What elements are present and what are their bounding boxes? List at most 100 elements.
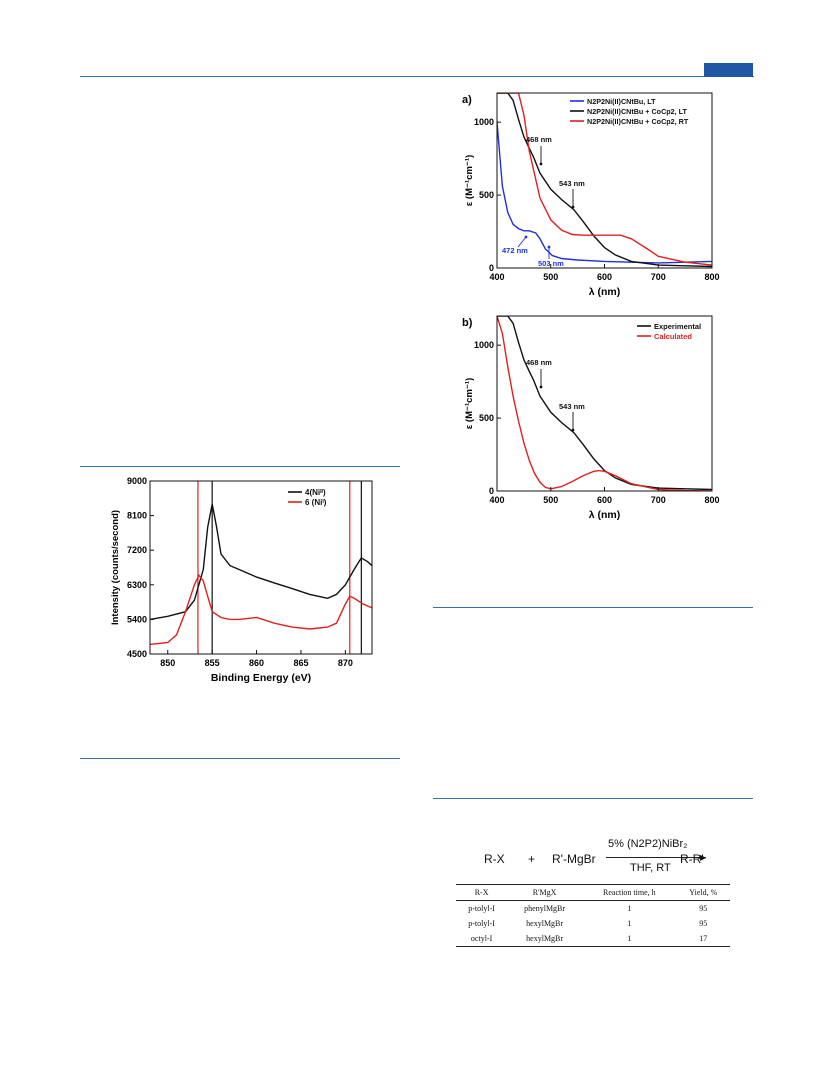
caption-rule-left xyxy=(80,758,400,759)
series-line-2 xyxy=(150,573,372,646)
y-tick-label: 6300 xyxy=(127,580,147,590)
cell: 95 xyxy=(699,904,708,913)
y-axis-label: ε (M⁻¹cm⁻¹) xyxy=(464,378,475,429)
y-axis-label: ε (M⁻¹cm⁻¹) xyxy=(464,155,475,206)
legend-entry: Calculated xyxy=(654,332,692,341)
y-tick-label: 7200 xyxy=(127,545,147,555)
header-reaction-time: Reaction time, h xyxy=(603,888,656,897)
cell: 17 xyxy=(699,934,708,943)
y-tick-label: 4500 xyxy=(127,649,147,659)
page-tab-marker xyxy=(704,63,753,77)
y-tick-label: 500 xyxy=(479,190,494,200)
panel-label: a) xyxy=(462,94,472,106)
series-line-3 xyxy=(497,93,712,266)
panel-label: b) xyxy=(462,317,473,329)
x-tick-label: 855 xyxy=(205,658,220,668)
x-tick-label: 500 xyxy=(543,495,558,505)
reactant-grignard: R'-MgBr xyxy=(552,852,596,866)
series-line-2 xyxy=(497,316,712,491)
x-tick-label: 700 xyxy=(651,272,666,282)
peak-annotation: 543 nm xyxy=(559,402,585,411)
legend-entry: N2P2Ni(II)CNtBu, LT xyxy=(587,97,656,106)
reaction-arrow xyxy=(606,857,706,858)
reaction-scheme: R-X + R'-MgBr 5% (N2P2)NiBr₂ ▶ THF, RT R… xyxy=(456,838,731,878)
cell: 95 xyxy=(699,919,708,928)
annotation-arrowhead xyxy=(571,428,575,432)
annotation-arrowhead xyxy=(547,245,551,249)
cell: p-tolyl-I xyxy=(468,904,495,913)
x-axis-label: λ (nm) xyxy=(589,286,621,298)
series-line-1 xyxy=(150,503,372,621)
header-rule xyxy=(80,76,754,77)
cell: 1 xyxy=(627,904,632,913)
peak-annotation: 468 nm xyxy=(526,358,552,367)
legend-entry: N2P2Ni(II)CNtBu + CoCp2, LT xyxy=(587,107,688,116)
reaction-arrowhead: ▶ xyxy=(700,853,707,862)
y-tick-label: 500 xyxy=(479,413,494,423)
annotation-arrowhead xyxy=(539,385,543,389)
peak-annotation: 468 nm xyxy=(526,135,552,144)
series-line-1 xyxy=(497,122,712,264)
cell: hexylMgBr xyxy=(526,934,564,943)
cell: 1 xyxy=(627,919,632,928)
x-tick-label: 400 xyxy=(489,495,504,505)
annotation-arrowhead xyxy=(539,162,543,166)
y-tick-label: 1000 xyxy=(474,117,494,127)
cell: 1 xyxy=(627,934,632,943)
annotation-arrow xyxy=(517,236,527,248)
series-line-1 xyxy=(497,316,712,491)
x-tick-label: 800 xyxy=(704,495,719,505)
uv-vis-chart-b: 400 500 600 700 800 0 500 1000 λ (nm) ε (M⁻¹cm⁻¹)… xyxy=(462,315,720,521)
legend-entry: Experimental xyxy=(654,322,701,331)
cell: phenylMgBr xyxy=(524,904,566,913)
cell: p-tolyl-I xyxy=(468,919,495,928)
caption-rule-right xyxy=(433,607,753,608)
peak-annotation: 503 nm xyxy=(538,259,564,268)
header-rmgx: R'MgX xyxy=(532,888,557,897)
x-tick-label: 850 xyxy=(160,658,175,668)
y-tick-label: 1000 xyxy=(474,340,494,350)
annotation-arrowhead xyxy=(571,205,575,209)
xps-chart: 850 855 860 865 870 4500 5400 6300 7200 8100 9000 B… xyxy=(110,476,373,684)
cell: hexylMgBr xyxy=(526,919,564,928)
header-rx: R-X xyxy=(474,888,489,897)
y-axis-label: Intensity (counts/second) xyxy=(110,510,121,625)
y-tick-label: 0 xyxy=(489,486,494,496)
series-line-2 xyxy=(497,93,712,268)
x-tick-label: 400 xyxy=(489,272,504,282)
header-yield: Yield, % xyxy=(689,888,718,897)
x-tick-label: 860 xyxy=(249,658,264,668)
catalyst-label: 5% (N2P2)NiBr₂ xyxy=(608,838,688,850)
table-row: octyl-I hexylMgBr 1 17 xyxy=(456,931,730,947)
y-tick-label: 8100 xyxy=(127,511,147,521)
x-tick-label: 865 xyxy=(293,658,308,668)
product-text: R-R' xyxy=(680,852,704,866)
y-tick-label: 9000 xyxy=(127,476,147,486)
legend-entry: 6 (Niᴵ) xyxy=(305,498,327,507)
table-rule xyxy=(433,798,753,799)
y-tick-label: 0 xyxy=(489,263,494,273)
legend-entry: N2P2Ni(II)CNtBu + CoCp2, RT xyxy=(587,117,689,126)
x-tick-label: 700 xyxy=(651,495,666,505)
results-table: R-X R'MgX Reaction time, h Yield, % p-to… xyxy=(456,884,730,947)
x-tick-label: 600 xyxy=(597,495,612,505)
uv-vis-chart-a: 400 500 600 700 800 0 500 1000 λ (nm) ε (M⁻¹cm⁻¹)… xyxy=(462,92,720,298)
conditions-label: THF, RT xyxy=(630,862,671,874)
x-tick-label: 800 xyxy=(704,272,719,282)
x-tick-label: 600 xyxy=(597,272,612,282)
figure-rule-xps xyxy=(80,466,400,467)
x-axis-label: Binding Energy (eV) xyxy=(211,672,311,684)
legend-entry: 4(Niᴵᴵ) xyxy=(305,488,326,497)
plot-frame xyxy=(496,315,713,492)
x-axis-label: λ (nm) xyxy=(589,509,621,521)
cell: octyl-I xyxy=(470,934,493,943)
y-tick-label: 5400 xyxy=(127,614,147,624)
x-tick-label: 870 xyxy=(338,658,353,668)
table-row: p-tolyl-I hexylMgBr 1 95 xyxy=(456,916,730,931)
reactant-rx: R-X xyxy=(484,852,505,866)
annotation-arrowhead xyxy=(524,235,528,239)
plus-sign: + xyxy=(528,852,536,866)
x-tick-label: 500 xyxy=(543,272,558,282)
table-row: p-tolyl-I phenylMgBr 1 95 xyxy=(456,901,730,917)
table-header-row: R-X R'MgX Reaction time, h Yield, % xyxy=(456,884,730,901)
